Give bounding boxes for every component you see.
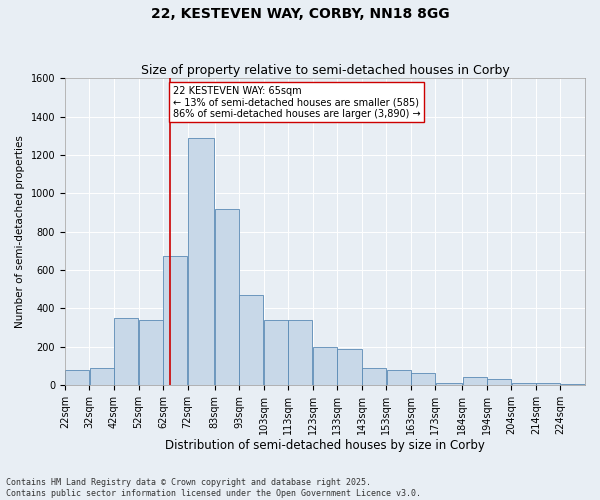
Bar <box>561 384 585 385</box>
Bar <box>337 350 362 385</box>
Text: 22, KESTEVEN WAY, CORBY, NN18 8GG: 22, KESTEVEN WAY, CORBY, NN18 8GG <box>151 8 449 22</box>
Bar <box>114 318 138 385</box>
Bar <box>386 370 410 385</box>
Bar <box>215 208 239 385</box>
Bar <box>463 377 487 385</box>
Text: Contains HM Land Registry data © Crown copyright and database right 2025.
Contai: Contains HM Land Registry data © Crown c… <box>6 478 421 498</box>
Bar <box>536 383 560 385</box>
Bar <box>436 383 462 385</box>
Y-axis label: Number of semi-detached properties: Number of semi-detached properties <box>15 135 25 328</box>
X-axis label: Distribution of semi-detached houses by size in Corby: Distribution of semi-detached houses by … <box>165 440 485 452</box>
Text: 22 KESTEVEN WAY: 65sqm
← 13% of semi-detached houses are smaller (585)
86% of se: 22 KESTEVEN WAY: 65sqm ← 13% of semi-det… <box>173 86 421 119</box>
Bar <box>512 383 536 385</box>
Bar <box>362 368 386 385</box>
Bar <box>65 370 89 385</box>
Bar <box>239 295 263 385</box>
Bar <box>313 348 337 385</box>
Bar <box>289 320 313 385</box>
Bar <box>264 320 288 385</box>
Bar <box>163 256 187 385</box>
Bar <box>411 374 435 385</box>
Bar <box>487 379 511 385</box>
Bar <box>188 138 214 385</box>
Bar <box>89 368 114 385</box>
Bar <box>139 320 163 385</box>
Title: Size of property relative to semi-detached houses in Corby: Size of property relative to semi-detach… <box>140 64 509 77</box>
